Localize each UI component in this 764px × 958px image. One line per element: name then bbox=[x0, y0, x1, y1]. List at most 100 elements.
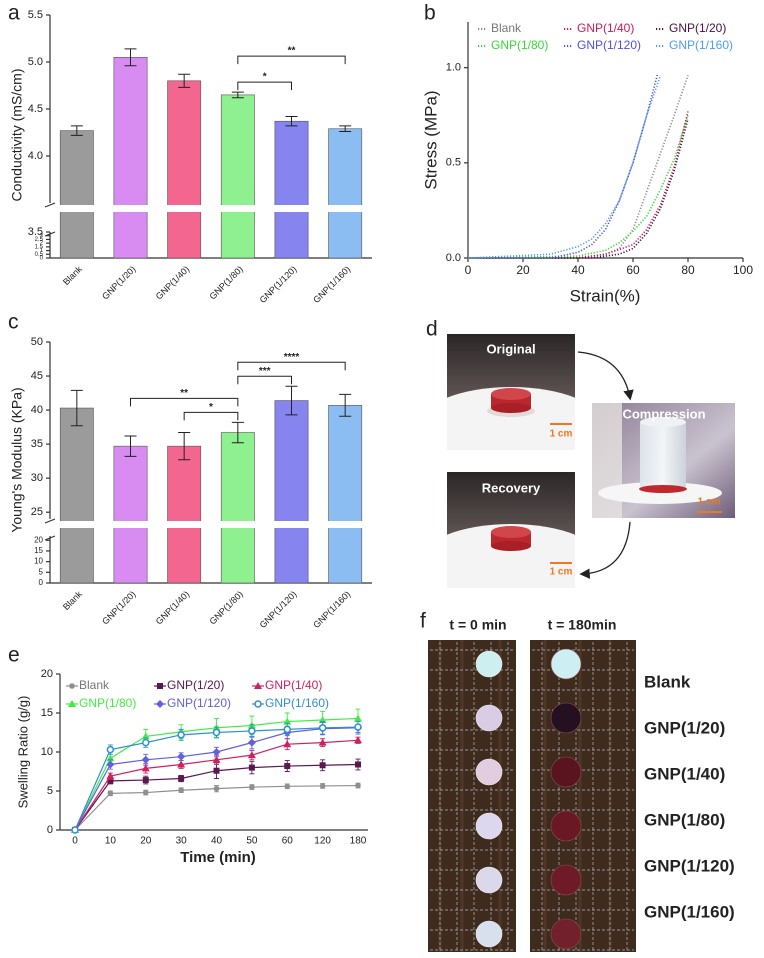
photo-swelling bbox=[428, 640, 636, 952]
scale-label: 1 cm bbox=[698, 497, 721, 508]
bar bbox=[274, 120, 309, 259]
photo-recovery bbox=[447, 472, 575, 588]
marker bbox=[248, 727, 256, 735]
error-bar bbox=[339, 393, 352, 417]
sample-disc bbox=[475, 920, 503, 948]
y-tick-label: 0 bbox=[39, 578, 44, 587]
sample-disc bbox=[550, 756, 582, 788]
marker bbox=[106, 745, 115, 754]
series-line bbox=[467, 75, 662, 259]
x-tick-label: GNP(1/120) bbox=[258, 264, 299, 305]
bar bbox=[59, 407, 94, 584]
y-tick-label: 2 bbox=[40, 241, 44, 247]
x-tick-label: 180 bbox=[350, 836, 367, 847]
marker bbox=[177, 760, 186, 768]
legend-marker bbox=[156, 700, 164, 708]
marker bbox=[178, 775, 185, 782]
y-tick-label: 1.0 bbox=[446, 62, 461, 74]
axis-break-band bbox=[51, 521, 373, 528]
y-tick-label: 20 bbox=[34, 535, 43, 544]
marker bbox=[318, 738, 327, 746]
photo-compression bbox=[592, 403, 735, 518]
marker bbox=[248, 764, 255, 771]
y-tick-label: 5 bbox=[39, 567, 44, 576]
marker bbox=[283, 740, 292, 748]
marker bbox=[213, 785, 220, 792]
significance-label: * bbox=[209, 402, 213, 413]
y-axis-title: Stress (MPa) bbox=[421, 90, 440, 189]
sample-disc bbox=[475, 704, 503, 732]
column-header: t = 180min bbox=[548, 617, 617, 633]
legend-marker bbox=[254, 700, 262, 708]
y-tick-label: 25 bbox=[31, 506, 43, 518]
error-bar bbox=[124, 435, 137, 457]
marker bbox=[249, 784, 255, 790]
y-tick-label: 45 bbox=[31, 370, 43, 382]
y-axis-title: Conductivity (mS/cm) bbox=[9, 68, 25, 201]
significance-bracket bbox=[130, 397, 239, 407]
marker bbox=[284, 763, 291, 770]
x-tick-label: 60 bbox=[282, 836, 294, 847]
series-line bbox=[468, 73, 659, 259]
series-line bbox=[468, 118, 689, 259]
significance-bracket bbox=[183, 411, 239, 421]
y-tick-label: 10 bbox=[34, 557, 43, 566]
legend-marker bbox=[254, 682, 262, 689]
x-tick-label: GNP(1/160) bbox=[311, 264, 352, 305]
significance-bracket bbox=[237, 361, 346, 371]
legend-label: Blank bbox=[79, 678, 110, 692]
x-tick-label: GNP(1/20) bbox=[100, 589, 137, 626]
sample-disc bbox=[550, 918, 582, 950]
significance-bracket bbox=[237, 375, 292, 385]
x-tick-label: GNP(1/120) bbox=[258, 589, 299, 630]
bar bbox=[167, 445, 202, 584]
legend-label: GNP(1/80) bbox=[491, 38, 548, 52]
x-tick-label: 100 bbox=[733, 263, 753, 277]
legend-label: GNP(1/160) bbox=[265, 696, 329, 710]
significance-label: **** bbox=[284, 352, 300, 363]
sample-label: GNP(1/40) bbox=[644, 764, 725, 783]
bar bbox=[113, 56, 148, 259]
y-tick-label: 15 bbox=[41, 707, 53, 719]
marker bbox=[284, 783, 291, 790]
legend-label: GNP(1/40) bbox=[577, 21, 634, 35]
marker bbox=[106, 772, 115, 780]
x-axis-title: Strain(%) bbox=[570, 286, 641, 305]
error-bar bbox=[231, 91, 244, 99]
bar bbox=[220, 432, 255, 584]
y-tick-label: 10 bbox=[41, 746, 53, 758]
legend-label: GNP(1/20) bbox=[669, 21, 726, 35]
x-tick-label: 20 bbox=[516, 263, 530, 277]
series-line bbox=[468, 111, 689, 259]
legend-marker bbox=[157, 683, 163, 689]
x-tick-label: GNP(1/80) bbox=[207, 264, 244, 301]
x-tick-label: Blank bbox=[61, 589, 84, 612]
marker bbox=[355, 782, 361, 789]
marker bbox=[212, 748, 221, 756]
bar bbox=[59, 130, 94, 259]
marker bbox=[107, 777, 114, 784]
bar bbox=[328, 128, 363, 259]
x-tick-label: 40 bbox=[211, 836, 223, 847]
y-tick-label: 30 bbox=[31, 472, 43, 484]
x-tick-label: GNP(1/40) bbox=[154, 589, 191, 626]
marker bbox=[318, 724, 327, 732]
y-tick-label: 2.5 bbox=[35, 237, 44, 243]
significance-label: ** bbox=[180, 388, 188, 399]
significance-label: *** bbox=[259, 366, 271, 377]
sample-disc bbox=[475, 758, 503, 786]
legend-label: GNP(1/120) bbox=[167, 696, 231, 710]
legend-label: GNP(1/40) bbox=[265, 678, 322, 692]
marker bbox=[319, 783, 326, 789]
x-tick-label: 30 bbox=[176, 836, 188, 847]
bar bbox=[167, 80, 202, 259]
sample-disc bbox=[550, 702, 582, 734]
marker bbox=[213, 767, 220, 774]
error-bar bbox=[178, 432, 191, 461]
significance-bracket bbox=[237, 81, 292, 91]
marker bbox=[355, 761, 361, 768]
sample-label: Blank bbox=[644, 672, 691, 691]
marker bbox=[247, 738, 256, 747]
sample-label: GNP(1/120) bbox=[644, 856, 735, 875]
y-tick-label: 0.5 bbox=[35, 252, 44, 258]
